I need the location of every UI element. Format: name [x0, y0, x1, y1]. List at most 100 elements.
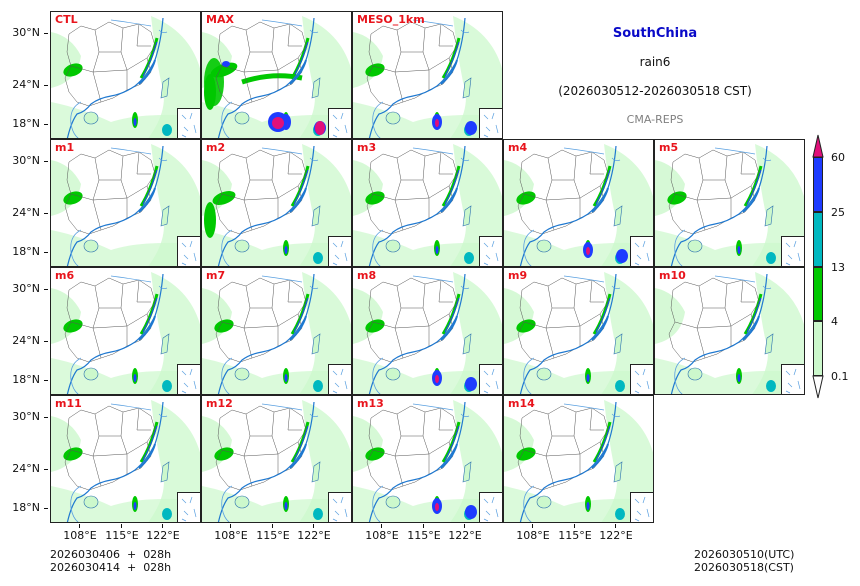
- colorbar-label-60: 60: [831, 151, 845, 164]
- colorbar-bin-13: [813, 267, 823, 321]
- south-china-sea-inset: [479, 364, 502, 394]
- map-panel-m8: m8: [352, 267, 503, 395]
- precip-map: [202, 140, 351, 266]
- colorbar-label-0.1: 0.1: [831, 370, 849, 383]
- model-title: CMA-REPS: [626, 113, 684, 126]
- precip-map: [353, 268, 502, 394]
- colorbar-label-25: 25: [831, 206, 845, 219]
- lat-tick-label: 24°N: [0, 206, 48, 219]
- panel-label: m1: [55, 141, 75, 154]
- map-panel-m1: m1: [50, 139, 201, 267]
- precip-map: [655, 268, 804, 394]
- precip-map: [353, 396, 502, 522]
- lon-tick-label: 122°E: [593, 524, 639, 542]
- period-title: (2026030512-2026030518 CST): [558, 84, 752, 98]
- south-china-sea-inset: [177, 492, 200, 522]
- panel-label: m4: [508, 141, 528, 154]
- panel-label: m14: [508, 397, 535, 410]
- precip-map: [51, 140, 200, 266]
- lon-tick-label: 122°E: [291, 524, 337, 542]
- lat-tick-label: 30°N: [0, 26, 48, 39]
- panel-label: m6: [55, 269, 75, 282]
- lat-tick-label: 18°N: [0, 501, 48, 514]
- south-china-sea-inset: [630, 364, 653, 394]
- south-china-sea-inset: [177, 236, 200, 266]
- map-panel-max: MAX: [201, 11, 352, 139]
- precip-map: [353, 140, 502, 266]
- panel-label: m13: [357, 397, 384, 410]
- precip-map: [202, 12, 351, 138]
- lat-tick-label: 18°N: [0, 373, 48, 386]
- valid-time-cst: 2026030518(CST): [694, 561, 794, 574]
- panel-label: m10: [659, 269, 686, 282]
- colorbar-label-13: 13: [831, 261, 845, 274]
- lon-tick-label: 108°E: [57, 524, 103, 542]
- south-china-sea-inset: [328, 108, 351, 138]
- panel-label: m3: [357, 141, 377, 154]
- south-china-sea-inset: [479, 108, 502, 138]
- south-china-sea-inset: [781, 364, 804, 394]
- precip-map: [202, 396, 351, 522]
- lon-tick-label: 115°E: [250, 524, 296, 542]
- precip-map: [51, 396, 200, 522]
- map-panel-m9: m9: [503, 267, 654, 395]
- map-panel-m13: m13: [352, 395, 503, 523]
- south-china-sea-inset: [479, 492, 502, 522]
- valid-time-utc: 2026030510(UTC): [694, 548, 795, 561]
- south-china-sea-inset: [781, 236, 804, 266]
- map-panel-m2: m2: [201, 139, 352, 267]
- variable-title: rain6: [639, 55, 671, 69]
- precip-map: [655, 140, 804, 266]
- south-china-sea-inset: [630, 236, 653, 266]
- map-panel-m3: m3: [352, 139, 503, 267]
- lat-tick-label: 24°N: [0, 334, 48, 347]
- precip-map: [51, 12, 200, 138]
- lon-tick-label: 108°E: [510, 524, 556, 542]
- map-panel-ctl: CTL: [50, 11, 201, 139]
- panel-label: m8: [357, 269, 377, 282]
- map-panel-m11: m11: [50, 395, 201, 523]
- panel-label: m2: [206, 141, 226, 154]
- colorbar-bin-4: [813, 321, 823, 376]
- colorbar-over-arrow: [812, 134, 824, 158]
- precip-map: [51, 268, 200, 394]
- init-time-cst: 2026030414 + 028h: [50, 561, 172, 574]
- lat-tick-label: 18°N: [0, 245, 48, 258]
- precip-map: [504, 396, 653, 522]
- panel-label: m9: [508, 269, 528, 282]
- colorbar-under-arrow: [812, 375, 824, 399]
- south-china-sea-inset: [328, 492, 351, 522]
- lon-tick-label: 122°E: [442, 524, 488, 542]
- south-china-sea-inset: [328, 236, 351, 266]
- south-china-sea-inset: [479, 236, 502, 266]
- lon-tick-label: 115°E: [401, 524, 447, 542]
- map-panel-meso_1km: MESO_1km: [352, 11, 503, 139]
- lat-tick-label: 30°N: [0, 282, 48, 295]
- colorbar-label-4: 4: [831, 315, 838, 328]
- lon-tick-label: 115°E: [99, 524, 145, 542]
- precip-map: [202, 268, 351, 394]
- lat-tick-label: 18°N: [0, 117, 48, 130]
- precip-map: [504, 140, 653, 266]
- panel-label: MAX: [206, 13, 234, 26]
- map-panel-m4: m4: [503, 139, 654, 267]
- lat-tick-label: 24°N: [0, 78, 48, 91]
- lat-tick-label: 30°N: [0, 410, 48, 423]
- colorbar-bin-60: [813, 157, 823, 212]
- panel-label: m5: [659, 141, 679, 154]
- south-china-sea-inset: [630, 492, 653, 522]
- panel-label: m11: [55, 397, 82, 410]
- lon-tick-label: 108°E: [359, 524, 405, 542]
- map-panel-m5: m5: [654, 139, 805, 267]
- precip-map: [353, 12, 502, 138]
- panel-label: MESO_1km: [357, 13, 425, 26]
- map-panel-m12: m12: [201, 395, 352, 523]
- lat-tick-label: 24°N: [0, 462, 48, 475]
- init-time-utc: 2026030406 + 028h: [50, 548, 172, 561]
- region-title: SouthChina: [612, 26, 698, 41]
- precip-map: [504, 268, 653, 394]
- map-panel-m7: m7: [201, 267, 352, 395]
- lon-tick-label: 108°E: [208, 524, 254, 542]
- colorbar-bin-25: [813, 212, 823, 267]
- map-panel-m10: m10: [654, 267, 805, 395]
